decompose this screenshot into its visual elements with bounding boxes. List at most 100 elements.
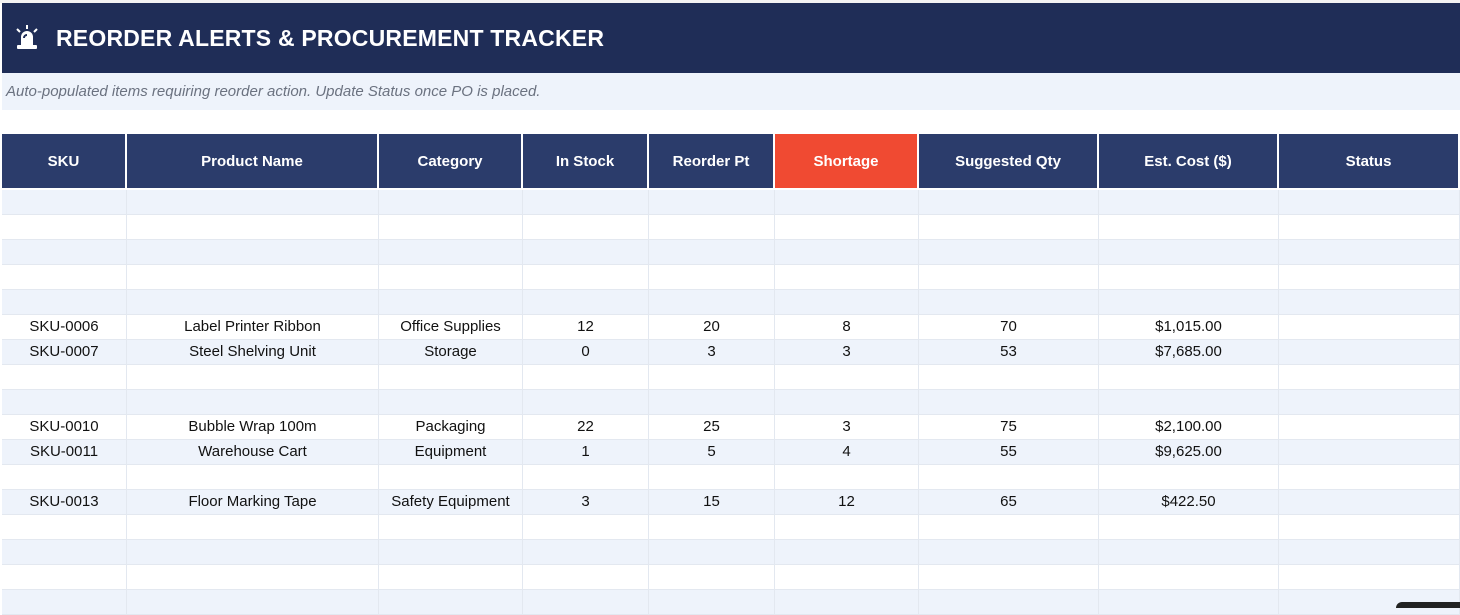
cell-reorder-pt[interactable]	[649, 590, 775, 614]
cell-suggested-qty[interactable]	[919, 190, 1099, 214]
cell-in-stock[interactable]	[523, 390, 649, 414]
cell-shortage[interactable]	[775, 240, 919, 264]
cell-status[interactable]	[1279, 240, 1460, 264]
cell-status[interactable]	[1279, 215, 1460, 239]
cell-category[interactable]: Equipment	[379, 440, 523, 464]
cell-reorder-pt[interactable]	[649, 190, 775, 214]
cell-est-cost[interactable]: $422.50	[1099, 490, 1279, 514]
cell-status[interactable]	[1279, 515, 1460, 539]
cell-est-cost[interactable]	[1099, 290, 1279, 314]
cell-shortage[interactable]	[775, 215, 919, 239]
cell-sku[interactable]: SKU-0013	[2, 490, 127, 514]
cell-suggested-qty[interactable]	[919, 290, 1099, 314]
cell-product-name[interactable]	[127, 365, 379, 389]
cell-suggested-qty[interactable]: 70	[919, 315, 1099, 339]
cell-product-name[interactable]: Steel Shelving Unit	[127, 340, 379, 364]
cell-status[interactable]	[1279, 540, 1460, 564]
cell-product-name[interactable]	[127, 565, 379, 589]
header-in-stock[interactable]: In Stock	[523, 134, 649, 188]
cell-suggested-qty[interactable]	[919, 390, 1099, 414]
cell-shortage[interactable]: 3	[775, 340, 919, 364]
cell-suggested-qty[interactable]	[919, 240, 1099, 264]
cell-in-stock[interactable]	[523, 565, 649, 589]
cell-shortage[interactable]	[775, 290, 919, 314]
cell-sku[interactable]	[2, 215, 127, 239]
cell-reorder-pt[interactable]	[649, 290, 775, 314]
cell-reorder-pt[interactable]	[649, 215, 775, 239]
cell-shortage[interactable]	[775, 265, 919, 289]
cell-category[interactable]: Office Supplies	[379, 315, 523, 339]
cell-shortage[interactable]	[775, 565, 919, 589]
cell-est-cost[interactable]: $9,625.00	[1099, 440, 1279, 464]
cell-category[interactable]	[379, 365, 523, 389]
cell-category[interactable]	[379, 265, 523, 289]
cell-shortage[interactable]	[775, 590, 919, 614]
cell-category[interactable]	[379, 590, 523, 614]
cell-product-name[interactable]	[127, 215, 379, 239]
cell-status[interactable]	[1279, 440, 1460, 464]
header-product-name[interactable]: Product Name	[127, 134, 379, 188]
cell-sku[interactable]	[2, 290, 127, 314]
cell-in-stock[interactable]	[523, 540, 649, 564]
cell-reorder-pt[interactable]	[649, 265, 775, 289]
cell-est-cost[interactable]	[1099, 365, 1279, 389]
cell-suggested-qty[interactable]: 55	[919, 440, 1099, 464]
cell-product-name[interactable]: Floor Marking Tape	[127, 490, 379, 514]
cell-category[interactable]	[379, 190, 523, 214]
cell-status[interactable]	[1279, 265, 1460, 289]
cell-sku[interactable]: SKU-0010	[2, 415, 127, 439]
cell-suggested-qty[interactable]	[919, 265, 1099, 289]
cell-shortage[interactable]: 12	[775, 490, 919, 514]
cell-sku[interactable]: SKU-0006	[2, 315, 127, 339]
cell-est-cost[interactable]	[1099, 265, 1279, 289]
header-reorder-pt[interactable]: Reorder Pt	[649, 134, 775, 188]
cell-suggested-qty[interactable]	[919, 465, 1099, 489]
cell-suggested-qty[interactable]	[919, 515, 1099, 539]
cell-category[interactable]	[379, 290, 523, 314]
cell-est-cost[interactable]	[1099, 215, 1279, 239]
cell-est-cost[interactable]	[1099, 190, 1279, 214]
cell-product-name[interactable]	[127, 515, 379, 539]
cell-est-cost[interactable]: $2,100.00	[1099, 415, 1279, 439]
cell-est-cost[interactable]	[1099, 515, 1279, 539]
cell-category[interactable]: Packaging	[379, 415, 523, 439]
cell-reorder-pt[interactable]: 25	[649, 415, 775, 439]
cell-shortage[interactable]: 3	[775, 415, 919, 439]
cell-suggested-qty[interactable]	[919, 365, 1099, 389]
cell-sku[interactable]	[2, 265, 127, 289]
cell-reorder-pt[interactable]	[649, 465, 775, 489]
cell-reorder-pt[interactable]	[649, 365, 775, 389]
cell-reorder-pt[interactable]: 20	[649, 315, 775, 339]
cell-in-stock[interactable]	[523, 190, 649, 214]
header-category[interactable]: Category	[379, 134, 523, 188]
cell-shortage[interactable]	[775, 540, 919, 564]
cell-product-name[interactable]: Label Printer Ribbon	[127, 315, 379, 339]
cell-product-name[interactable]	[127, 390, 379, 414]
cell-status[interactable]	[1279, 415, 1460, 439]
cell-in-stock[interactable]	[523, 265, 649, 289]
cell-sku[interactable]	[2, 540, 127, 564]
cell-est-cost[interactable]	[1099, 540, 1279, 564]
cell-product-name[interactable]: Warehouse Cart	[127, 440, 379, 464]
cell-shortage[interactable]	[775, 390, 919, 414]
header-suggested-qty[interactable]: Suggested Qty	[919, 134, 1099, 188]
cell-in-stock[interactable]	[523, 365, 649, 389]
cell-category[interactable]: Safety Equipment	[379, 490, 523, 514]
cell-sku[interactable]	[2, 465, 127, 489]
cell-shortage[interactable]	[775, 465, 919, 489]
cell-suggested-qty[interactable]	[919, 540, 1099, 564]
cell-reorder-pt[interactable]: 5	[649, 440, 775, 464]
cell-reorder-pt[interactable]	[649, 390, 775, 414]
cell-status[interactable]	[1279, 190, 1460, 214]
cell-product-name[interactable]	[127, 540, 379, 564]
cell-sku[interactable]	[2, 365, 127, 389]
cell-sku[interactable]	[2, 190, 127, 214]
cell-reorder-pt[interactable]	[649, 540, 775, 564]
cell-product-name[interactable]	[127, 240, 379, 264]
cell-product-name[interactable]	[127, 590, 379, 614]
cell-suggested-qty[interactable]	[919, 215, 1099, 239]
cell-reorder-pt[interactable]	[649, 565, 775, 589]
cell-sku[interactable]	[2, 565, 127, 589]
cell-category[interactable]	[379, 565, 523, 589]
cell-est-cost[interactable]	[1099, 565, 1279, 589]
